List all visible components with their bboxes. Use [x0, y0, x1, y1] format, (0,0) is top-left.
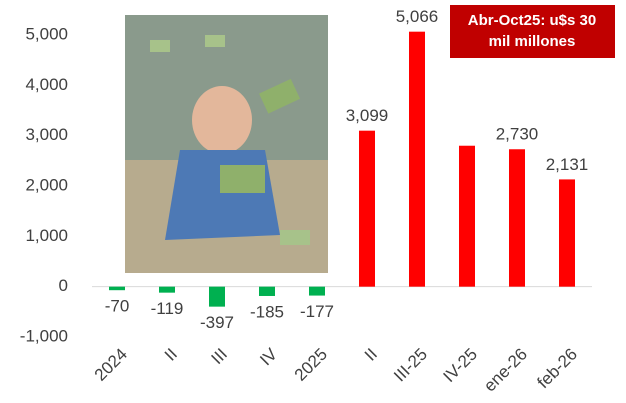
data-label: -177 [300, 302, 334, 321]
data-label: 3,099 [346, 106, 389, 125]
y-tick-label: 0 [59, 276, 68, 295]
annotation-text: Abr-Oct25: u$s 30 [468, 12, 596, 29]
illustration-figure-head [192, 86, 252, 154]
y-tick-label: 4,000 [25, 75, 68, 94]
bar [159, 287, 175, 293]
illustration-money [280, 230, 310, 245]
data-label: -185 [250, 302, 284, 321]
illustration-money [205, 35, 225, 47]
x-tick-label: II [161, 345, 181, 365]
x-tick-label: ene-26 [480, 345, 531, 396]
bar [359, 131, 375, 287]
illustration-money [220, 165, 265, 193]
bar [259, 287, 275, 296]
data-label: 2,730 [496, 125, 539, 144]
x-tick-label: 2024 [91, 345, 131, 385]
illustration-money [150, 40, 170, 52]
data-label: 2,131 [546, 155, 589, 174]
data-label: -397 [200, 313, 234, 332]
y-tick-label: 3,000 [25, 125, 68, 144]
y-tick-label: 1,000 [25, 226, 68, 245]
x-tick-label: 2025 [291, 345, 331, 385]
x-tick-label: feb-26 [533, 345, 581, 393]
bar [309, 287, 325, 296]
x-tick-label: IV [256, 344, 281, 369]
illustration [125, 15, 328, 273]
chart: -1,000 0 1,000 2,000 3,000 4,000 5,000 2024 -70 I… [0, 0, 626, 403]
data-label: -119 [151, 299, 184, 318]
bar [109, 287, 125, 291]
bar [409, 32, 425, 287]
bar [509, 149, 525, 286]
data-label: 5,066 [396, 7, 439, 26]
y-tick-label: 2,000 [25, 175, 68, 194]
y-tick-label: 5,000 [25, 24, 68, 43]
x-tick-label: IV-25 [439, 345, 481, 387]
illustration-figure-body [165, 150, 280, 240]
x-tick-label: II [361, 345, 381, 365]
x-tick-label: III [208, 345, 231, 368]
x-tick-label: III-25 [390, 345, 431, 386]
bar [209, 287, 225, 307]
bar [559, 179, 575, 286]
y-tick-label: -1,000 [20, 326, 68, 345]
bar [459, 146, 475, 287]
annotation-text: mil millones [489, 33, 576, 50]
data-label: -70 [105, 297, 130, 316]
